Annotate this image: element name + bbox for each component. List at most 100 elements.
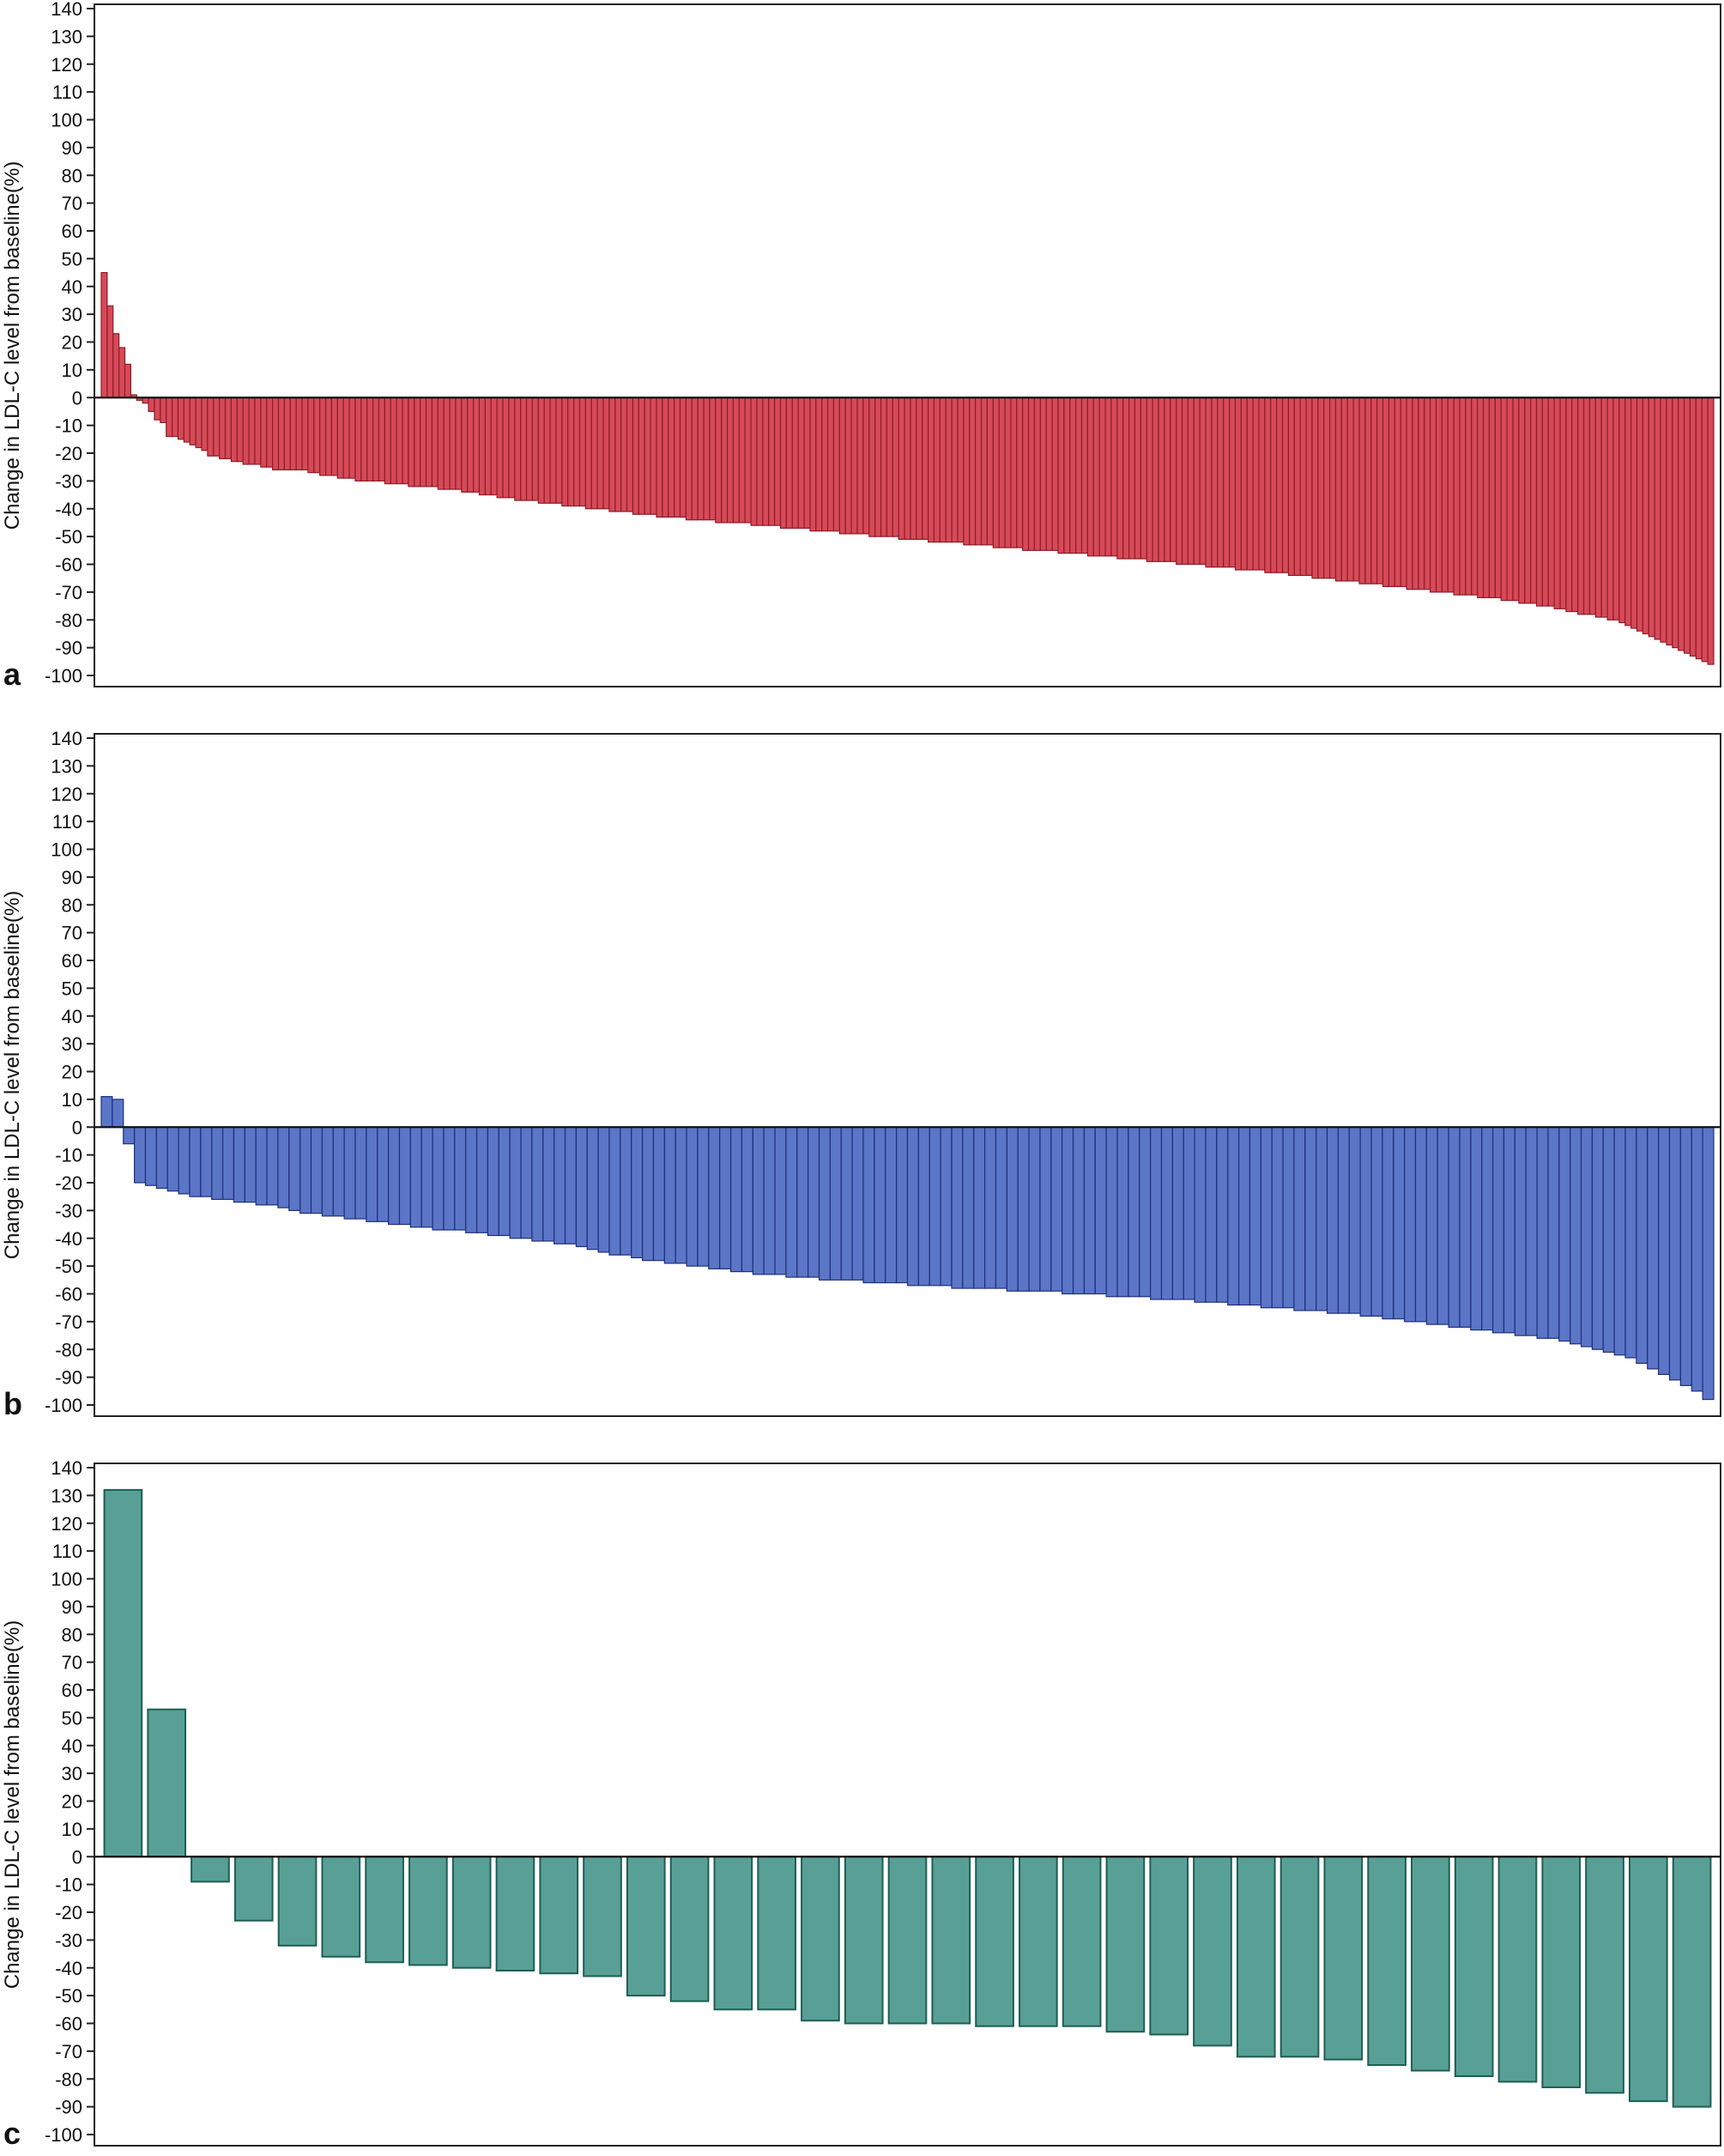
bar [431,397,439,488]
bar [378,397,385,481]
bar [1518,397,1526,604]
bar [377,1126,390,1222]
bar [738,397,746,524]
bar [1051,397,1059,551]
bar [1316,1126,1328,1311]
bar [887,1856,928,2025]
bar [1128,1126,1140,1298]
bar [674,1126,687,1264]
bar [1028,1126,1041,1292]
bar [1237,1126,1251,1306]
bar [1701,397,1709,663]
bar [310,1126,323,1214]
bar [821,397,829,532]
bar [940,1126,953,1287]
bar [1591,1126,1604,1350]
bar [1588,397,1596,615]
bar [1541,1856,1582,2088]
bar [498,1126,511,1237]
bar [1352,397,1360,582]
bar [360,397,368,481]
bar [808,1126,820,1278]
bar [1062,1126,1074,1295]
bar [1010,397,1018,548]
bar [1624,397,1632,627]
bar [1425,1126,1438,1325]
bar [425,397,433,488]
bar [614,397,622,512]
y-tick-label: 10 [62,1819,82,1840]
bar [1279,1856,1320,2058]
y-tick-label: 60 [62,950,82,972]
bar [975,1856,1014,2027]
bar [155,1126,168,1190]
bar [254,397,262,465]
bar [1580,1126,1594,1348]
bar [998,397,1006,548]
bar [1388,397,1395,587]
bar [1069,397,1077,554]
bar [420,1126,433,1228]
bar [1506,397,1514,602]
y-tick-label: -90 [55,2097,82,2118]
y-axis-label: Change in LDL-C level from baseline(%) [1,891,24,1260]
y-tick-label: -100 [45,665,82,687]
bar [531,397,539,501]
bar [1418,397,1425,590]
bar [211,1126,224,1201]
bar [277,1856,318,1947]
bar [1110,397,1118,557]
bar [1400,397,1407,587]
bar [134,1126,147,1184]
bar [1441,397,1449,593]
bar [951,1126,964,1289]
bar [1459,1126,1472,1328]
bar [112,1099,124,1128]
bar [1246,397,1254,571]
bar [1187,397,1195,566]
bar [1293,397,1301,577]
y-tick-label: -60 [55,1284,82,1305]
bar [514,397,522,501]
bar [750,397,758,526]
bar [1134,397,1141,560]
bar [1205,397,1213,568]
bar [1072,1126,1086,1295]
bar [1116,397,1124,560]
bar [1326,1126,1340,1314]
bar [1565,397,1573,613]
bar [455,397,463,490]
bar [244,1126,257,1203]
y-tick-label: 10 [62,360,82,381]
y-axis-label: Change in LDL-C level from baseline(%) [1,161,24,530]
bar [1672,1856,1712,2108]
bar [1430,397,1437,593]
bar [1376,397,1384,584]
panel-b: 1401301201101009080706050403020100-10-20… [1,728,1721,1421]
bar [1083,1126,1096,1295]
bar [1150,1126,1163,1300]
bar [801,1856,840,2022]
bar [103,1488,143,1858]
y-tick-label: -90 [55,638,82,659]
y-tick-label: -20 [55,1172,82,1194]
bar [1104,397,1112,557]
y-tick-label: 120 [51,1513,82,1535]
bar [449,397,457,490]
bar [596,397,604,510]
bar [1585,1856,1624,2094]
y-tick-label: 130 [51,755,82,777]
bar [1146,397,1153,562]
y-tick-label: 130 [51,1485,82,1506]
bar [1086,397,1094,557]
bar [1260,1126,1273,1309]
bar [945,397,953,543]
y-tick-label: 90 [62,137,82,159]
bar [1139,1126,1152,1298]
bar [236,397,244,463]
bar [396,397,403,485]
bar [1525,1126,1538,1336]
bar [850,397,858,535]
bar [856,397,864,535]
